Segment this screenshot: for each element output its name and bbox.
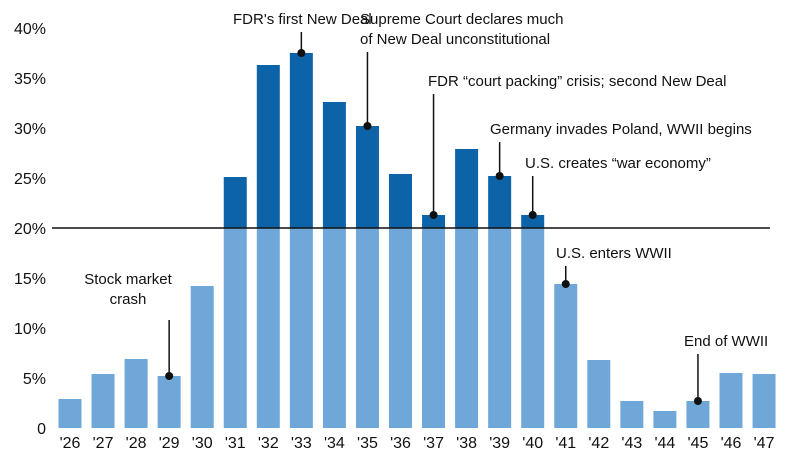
annotation-label: U.S. creates “war economy” (525, 155, 711, 172)
x-tick-label: '39 (489, 435, 510, 452)
bar-33-upper (289, 53, 313, 228)
annotation-6: U.S. enters WWII (556, 245, 672, 288)
bar-35-upper (355, 126, 379, 228)
bar-34-upper (322, 102, 346, 228)
annotation-marker-dot (429, 211, 438, 219)
bar-29-lower (157, 376, 181, 428)
bar-39-lower (488, 228, 512, 428)
x-tick-label: '29 (159, 435, 180, 452)
annotations-group: Stock market crash FDR's first New DealSup… (84, 11, 768, 405)
bar-32-upper (256, 65, 280, 228)
annotation-label: crash (110, 291, 147, 308)
bar-31-upper (223, 177, 247, 228)
annotation-label: of New Deal unconstitutional (360, 31, 550, 48)
annotation-label: FDR “court packing” crisis; second New D… (428, 73, 726, 90)
bar-46-lower (719, 373, 743, 428)
bar-45-lower (686, 401, 710, 428)
x-tick-label: '41 (555, 435, 576, 452)
x-tick-label: '47 (754, 435, 775, 452)
x-tick-label: '37 (423, 435, 444, 452)
bar-42-lower (587, 360, 611, 428)
annotation-marker-dot (561, 280, 570, 288)
bar-33-lower (289, 228, 313, 428)
bar-40-lower (521, 228, 545, 428)
x-tick-label: '26 (60, 435, 81, 452)
y-tick-label: 15% (14, 271, 46, 288)
x-tick-label: '32 (258, 435, 279, 452)
bar-36-upper (389, 174, 412, 228)
annotation-3: FDR “court packing” crisis; second New D… (428, 73, 726, 219)
annotation-4: Germany invades Poland, WWII begins (490, 121, 752, 180)
annotation-5: U.S. creates “war economy” (525, 155, 711, 219)
bar-38-lower (455, 228, 479, 428)
annotation-marker-dot (297, 49, 306, 57)
x-tick-label: '31 (225, 435, 246, 452)
annotation-0: Stock market crash (84, 271, 174, 380)
x-tick-label: '33 (291, 435, 312, 452)
x-tick-label: '27 (93, 435, 114, 452)
x-tick-label: '46 (721, 435, 742, 452)
bar-28-lower (124, 359, 148, 428)
x-tick-label: '43 (621, 435, 642, 452)
x-tick-label: '36 (390, 435, 411, 452)
y-tick-label: 40% (14, 21, 46, 38)
x-tick-label: '44 (654, 435, 675, 452)
annotation-marker-dot (165, 372, 174, 380)
x-tick-label: '38 (456, 435, 477, 452)
bar-44-lower (653, 411, 677, 428)
annotation-label: End of WWII (684, 333, 768, 350)
bar-30-lower (190, 286, 214, 428)
bar-39-upper (488, 176, 512, 228)
annotation-marker-dot (495, 172, 504, 180)
x-tick-label: '35 (357, 435, 378, 452)
bar-32-lower (256, 228, 280, 428)
bar-36-lower (389, 228, 412, 428)
y-tick-label: 35% (14, 71, 46, 88)
x-tick-label: '28 (126, 435, 147, 452)
x-tick-label: '30 (192, 435, 213, 452)
annotation-label: Stock market (84, 271, 172, 288)
annotation-2: Supreme Court declares much of New Deal u… (360, 11, 563, 130)
y-tick-label: 20% (14, 221, 46, 238)
bars-group (58, 53, 776, 428)
annotation-label: Supreme Court declares much (360, 11, 563, 28)
x-tick-label: '34 (324, 435, 345, 452)
x-tick-label: '42 (588, 435, 609, 452)
x-axis-ticks: '26 '27 '28 '29 '30 '31 '32 '33 '34 '35 '36 '37 '38 '… (60, 435, 775, 452)
bar-40-upper (521, 215, 545, 228)
y-tick-label: 0 (37, 421, 46, 438)
bar-35-lower (355, 228, 379, 428)
annotation-1: FDR's first New Deal (233, 11, 372, 57)
annotation-label: FDR's first New Deal (233, 11, 372, 28)
y-tick-label: 10% (14, 321, 46, 338)
annotation-label: U.S. enters WWII (556, 245, 672, 262)
y-tick-label: 30% (14, 121, 46, 138)
bar-43-lower (620, 401, 644, 428)
x-tick-label: '40 (522, 435, 543, 452)
bar-34-lower (322, 228, 346, 428)
y-tick-label: 5% (23, 371, 46, 388)
bar-47-lower (752, 374, 776, 428)
bar-38-upper (455, 149, 479, 228)
bar-37-lower (422, 228, 446, 428)
bar-27-lower (91, 374, 115, 428)
y-axis-ticks: 0 5% 10% 15% 20% 25% 30% 35% 40% (14, 21, 46, 438)
bar-31-lower (223, 228, 247, 428)
annotation-marker-dot (528, 211, 537, 219)
annotation-label: Germany invades Poland, WWII begins (490, 121, 752, 138)
bar-41-lower (554, 284, 578, 428)
x-tick-label: '45 (688, 435, 709, 452)
annotation-marker-dot (693, 397, 702, 405)
bar-26-lower (58, 399, 82, 428)
y-tick-label: 25% (14, 171, 46, 188)
annotation-marker-dot (363, 122, 372, 130)
bar-37-upper (422, 215, 446, 228)
annotation-7: End of WWII (684, 333, 768, 405)
